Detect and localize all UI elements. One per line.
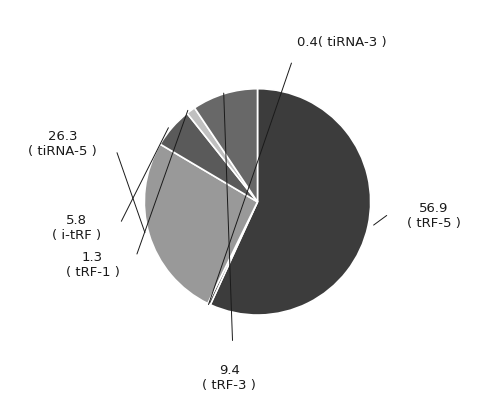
Text: 56.9
( tRF-5 ): 56.9 ( tRF-5 ) [407,202,461,230]
Wedge shape [160,114,258,202]
Wedge shape [187,109,258,202]
Wedge shape [210,90,370,315]
Wedge shape [144,145,258,304]
Text: 5.8
( i-tRF ): 5.8 ( i-tRF ) [52,213,102,241]
Text: 26.3
( tiRNA-5 ): 26.3 ( tiRNA-5 ) [28,130,97,158]
Wedge shape [208,202,258,305]
Wedge shape [194,90,258,202]
Text: 9.4
( tRF-3 ): 9.4 ( tRF-3 ) [202,363,256,391]
Text: 0.4( tiRNA-3 ): 0.4( tiRNA-3 ) [297,36,386,49]
Text: 1.3
( tRF-1 ): 1.3 ( tRF-1 ) [66,251,120,278]
